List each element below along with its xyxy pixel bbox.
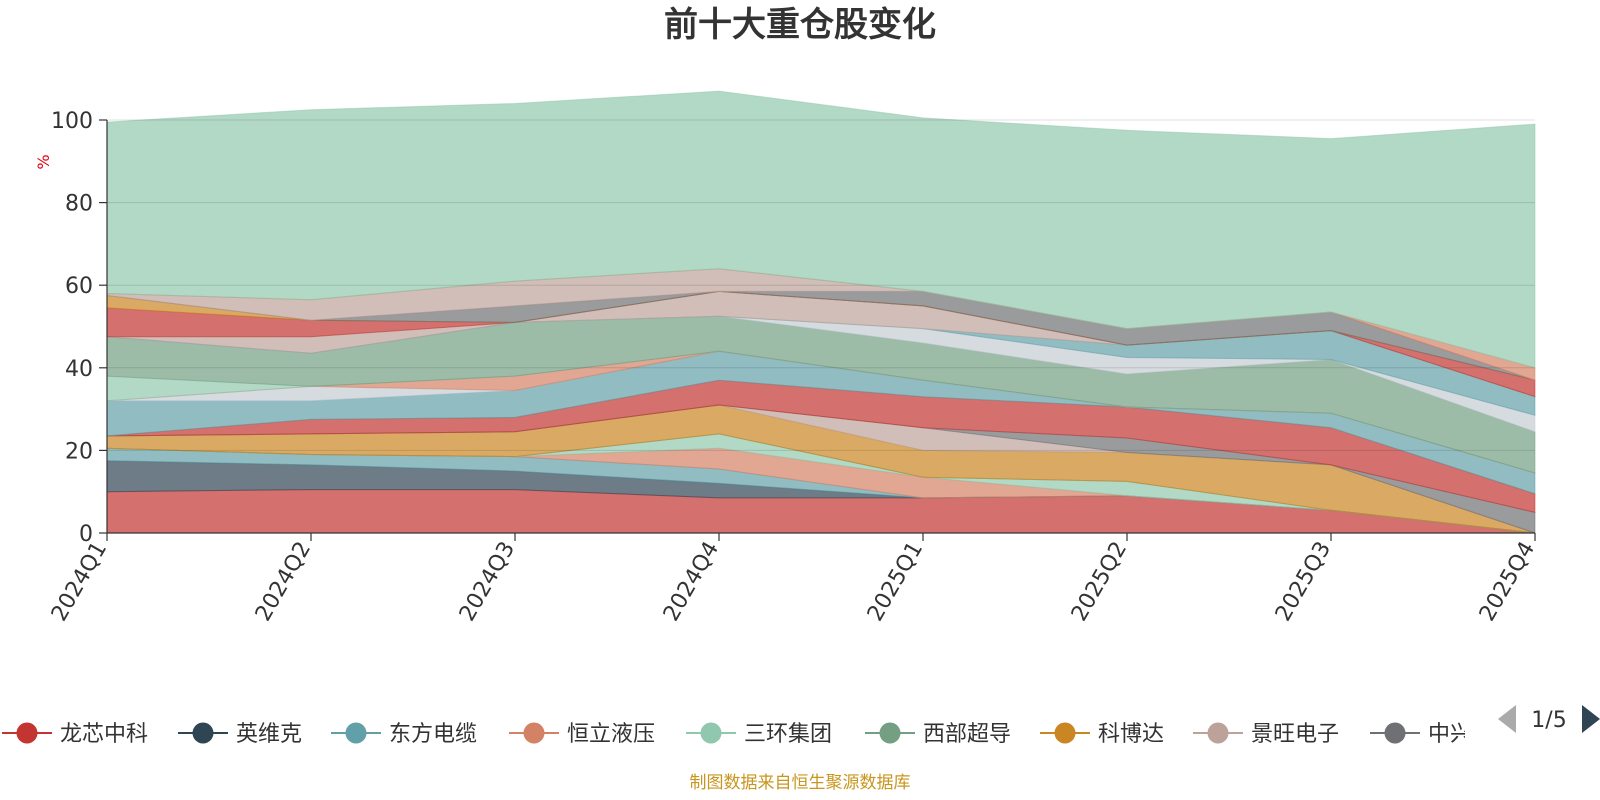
legend-label: 龙芯中科 bbox=[60, 722, 148, 747]
legend-marker bbox=[523, 722, 545, 744]
area-series-group bbox=[106, 90, 1536, 534]
y-tick-label-0: 0 bbox=[79, 522, 93, 547]
legend-label: 景旺电子 bbox=[1251, 722, 1339, 747]
grid-lines bbox=[107, 119, 1535, 451]
legend-pager: 1/5 bbox=[1498, 705, 1600, 733]
legend-item-2[interactable]: 英维克 bbox=[178, 722, 302, 747]
legend-item-8[interactable]: 景旺电子 bbox=[1193, 722, 1339, 747]
legend-label: 中兴ì bbox=[1428, 722, 1478, 747]
legend-label: 科博达 bbox=[1098, 722, 1164, 747]
chart-title: 前十大重仓股变化 bbox=[664, 5, 936, 45]
legend: 龙芯中科 英维克 东方电缆 恒立液压 三环集团 西部超导 科博达 景旺电子 中兴ì bbox=[2, 722, 1478, 747]
y-tick-label-3: 60 bbox=[65, 274, 93, 299]
y-tick-label-1: 20 bbox=[65, 439, 93, 464]
x-tick-label-1: 2024Q2 bbox=[251, 538, 316, 626]
legend-marker bbox=[192, 722, 214, 744]
x-tick-label-7: 2025Q4 bbox=[1475, 538, 1540, 626]
legend-marker bbox=[1384, 722, 1406, 744]
legend-marker bbox=[345, 722, 367, 744]
legend-item-3[interactable]: 东方电缆 bbox=[331, 722, 477, 747]
x-tick-label-5: 2025Q2 bbox=[1067, 538, 1132, 626]
legend-item-4[interactable]: 恒立液压 bbox=[509, 722, 655, 747]
legend-marker bbox=[879, 722, 901, 744]
legend-label: 三环集团 bbox=[744, 722, 832, 747]
y-tick-label-5: 100 bbox=[51, 109, 93, 134]
legend-marker bbox=[700, 722, 722, 744]
legend-next-icon[interactable] bbox=[1582, 705, 1600, 733]
legend-label: 英维克 bbox=[236, 722, 302, 747]
legend-item-1[interactable]: 龙芯中科 bbox=[2, 722, 148, 747]
legend-item-5[interactable]: 三环集团 bbox=[686, 722, 832, 747]
x-tick-label-4: 2025Q1 bbox=[863, 538, 928, 626]
legend-marker bbox=[1054, 722, 1076, 744]
x-tick-label-6: 2025Q3 bbox=[1271, 538, 1336, 626]
x-tick-label-3: 2024Q4 bbox=[659, 538, 724, 626]
legend-item-6[interactable]: 西部超导 bbox=[865, 722, 1011, 747]
legend-item-7[interactable]: 科博达 bbox=[1040, 722, 1164, 747]
legend-label: 西部超导 bbox=[923, 722, 1011, 747]
y-tick-label-4: 80 bbox=[65, 192, 93, 217]
y-axis-unit: % bbox=[34, 154, 53, 169]
y-tick-label-2: 40 bbox=[65, 357, 93, 382]
legend-prev-icon[interactable] bbox=[1498, 705, 1516, 733]
legend-marker bbox=[1207, 722, 1229, 744]
legend-page-indicator: 1/5 bbox=[1531, 708, 1566, 733]
area-series-24 bbox=[106, 90, 1536, 369]
legend-marker bbox=[16, 722, 38, 744]
x-tick-label-2: 2024Q3 bbox=[455, 538, 520, 626]
legend-label: 恒立液压 bbox=[567, 722, 655, 747]
legend-item-9[interactable]: 中兴ì bbox=[1370, 722, 1478, 747]
data-source-note: 制图数据来自恒生聚源数据库 bbox=[690, 773, 911, 793]
legend-label: 东方电缆 bbox=[389, 722, 477, 747]
x-tick-label-0: 2024Q1 bbox=[47, 538, 112, 626]
